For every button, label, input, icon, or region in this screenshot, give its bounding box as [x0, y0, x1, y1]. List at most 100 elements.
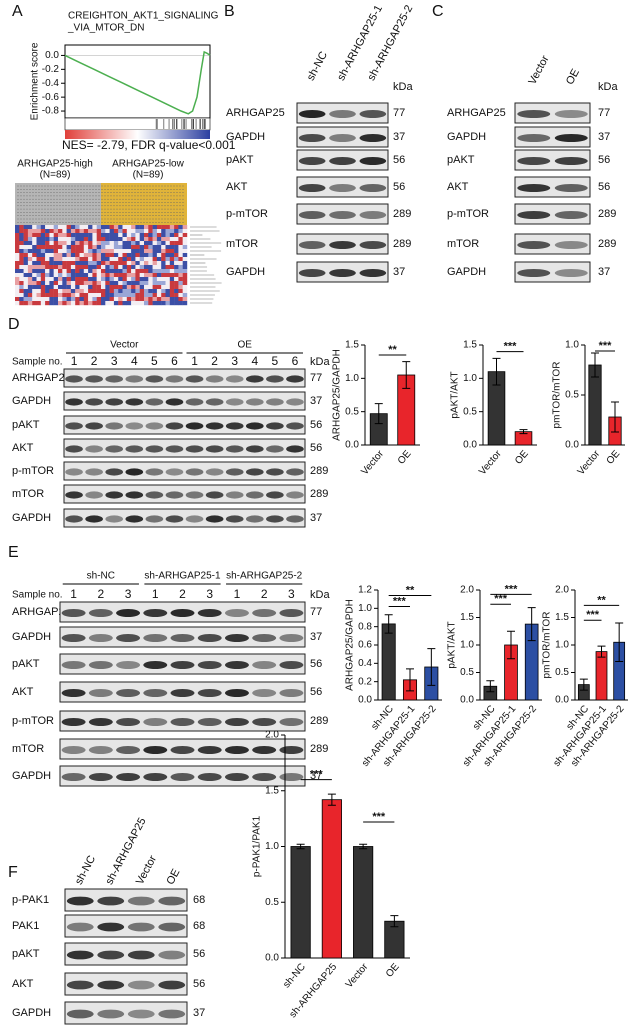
bar [321, 799, 342, 959]
heatmap-cell [152, 261, 158, 266]
sample-number: 2 [97, 587, 104, 601]
heatmap-cell [105, 285, 110, 290]
heatmap-cell [66, 249, 72, 254]
blot-band [88, 746, 113, 754]
blot-band [143, 689, 168, 697]
heatmap-cell [169, 229, 175, 234]
heatmap-cell [75, 269, 80, 274]
blot-band [245, 422, 264, 430]
sample-number: 3 [288, 587, 295, 601]
blot-band [245, 398, 264, 406]
heatmap-cell [174, 257, 179, 262]
blot-frame [63, 438, 306, 458]
heatmap-cell [53, 301, 59, 306]
blot-band [298, 241, 326, 249]
sample-number: 1 [234, 587, 241, 601]
heatmap-cell [70, 261, 76, 266]
heatmap-cell [122, 233, 127, 238]
heatmap-cell [92, 253, 97, 258]
heatmap-cell [161, 301, 166, 306]
group-label: sh-ARHGAP25-1 [144, 571, 221, 582]
significance-label: ** [388, 344, 397, 356]
kda-label: 37 [393, 131, 405, 143]
heatmap-cell [36, 265, 41, 270]
heatmap-cell [165, 281, 170, 286]
bar [353, 846, 374, 959]
blot-band [286, 398, 304, 406]
heatmap-cell [169, 257, 175, 262]
blot-band [359, 241, 387, 249]
heatmap-cell [169, 281, 175, 286]
sample-number: 2 [179, 587, 186, 601]
significance-label: ** [406, 584, 415, 596]
heatmap-cell [174, 285, 179, 290]
kda-label: 37 [598, 266, 610, 278]
blot-band [554, 110, 588, 118]
heatmap-cell [169, 261, 175, 266]
row-label: PAK1 [12, 920, 39, 932]
heatmap-cell [19, 277, 24, 282]
heatmap-cell [83, 277, 89, 282]
heatmap-cell [70, 229, 76, 234]
heatmap-cell [92, 301, 97, 306]
heatmap-cell [144, 241, 149, 246]
blot-band [554, 134, 588, 142]
heatmap-cell [53, 253, 59, 258]
heatmap-cell [182, 289, 188, 294]
heatmap-cell [23, 277, 29, 282]
heatmap-cell [182, 273, 188, 278]
heatmap-cell [32, 293, 37, 298]
heatmap-cell [15, 265, 20, 270]
row-label: mTOR [447, 238, 479, 250]
y-tick-label: 1.5 [460, 612, 474, 623]
heatmap-cell [66, 285, 72, 290]
heatmap-cell [135, 229, 140, 234]
heatmap-cell [66, 233, 72, 238]
heatmap-cell [96, 241, 102, 246]
blot-frame [63, 508, 306, 528]
heatmap-cell [113, 225, 119, 230]
heatmap-cell [135, 241, 140, 246]
heatmap-cell [70, 285, 76, 290]
error-bar [486, 680, 495, 693]
blot-frame [64, 888, 188, 912]
heatmap-cell [88, 273, 93, 278]
row-label: pAKT [12, 948, 40, 960]
heatmap-cell [152, 225, 158, 230]
blot-band [205, 515, 224, 523]
heatmap-cell [161, 249, 166, 254]
y-axis-label: pmTOR/mTOR [552, 362, 563, 429]
heatmap-cell [101, 277, 106, 282]
heatmap-cell [96, 233, 102, 238]
y-tick-label: 0.0 [345, 440, 359, 451]
blot-band [88, 773, 113, 781]
heatmap-cell [53, 249, 59, 254]
heatmap-cell [36, 257, 41, 262]
heatmap-cell [49, 249, 54, 254]
heatmap-cell [118, 237, 123, 242]
blot-band [61, 773, 86, 781]
blot-frame [63, 368, 306, 388]
heatmap-cell [161, 285, 166, 290]
heatmap-cell [152, 249, 158, 254]
heatmap-cell [178, 253, 183, 258]
heatmap-cell [161, 265, 166, 270]
heatmap-cell [144, 229, 149, 234]
heatmap-cell [88, 253, 93, 258]
kda-label: 77 [393, 107, 405, 119]
heatmap-cell [165, 301, 170, 306]
heatmap-cell [36, 261, 41, 266]
y-axis-label: Enrichment score [30, 42, 41, 120]
heatmap-cell [66, 225, 72, 230]
y-tick-label: 0.5 [565, 390, 579, 401]
heatmap-cell [101, 225, 106, 230]
blot-band [225, 422, 244, 430]
heatmap-cell [75, 261, 80, 266]
kda-label: 56 [598, 154, 610, 166]
blot-band [145, 422, 164, 430]
heatmap-cell [131, 269, 136, 274]
kda-label: 37 [310, 631, 322, 643]
heatmap-cell [49, 237, 54, 242]
blot-frame [63, 484, 306, 504]
panel-label: D [8, 316, 20, 333]
